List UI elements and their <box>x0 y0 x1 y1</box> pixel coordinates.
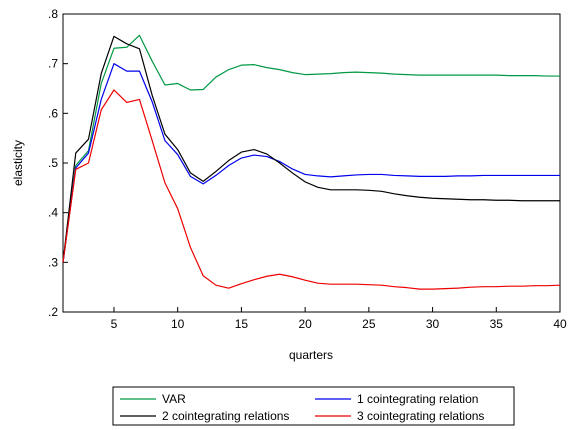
plot-frame <box>62 13 561 313</box>
y-tick-label: .7 <box>48 57 58 71</box>
x-tick-label: 25 <box>362 317 376 331</box>
x-axis-title: quarters <box>289 348 333 362</box>
y-tick-label: .5 <box>48 156 58 170</box>
series-line-1-cointegrating-relation <box>62 63 560 263</box>
y-tick-label: .4 <box>48 206 58 220</box>
series-lines <box>62 34 561 290</box>
y-tick-label: .2 <box>48 305 58 319</box>
series-line-var <box>62 34 560 263</box>
series-line-3-cointegrating-relations <box>62 89 561 290</box>
legend-box <box>112 386 515 426</box>
x-axis: 5 10 15 20 25 30 35 40 <box>111 307 567 331</box>
x-tick-label: 35 <box>490 317 504 331</box>
y-axis-title: elasticity <box>11 140 25 186</box>
y-tick-label: .6 <box>48 106 58 120</box>
legend-label-1-cointegrating-relation: 1 cointegrating relation <box>357 392 478 406</box>
y-axis: .2 .3 .4 .5 .6 .7 .8 <box>48 7 68 319</box>
x-tick-label: 15 <box>235 317 249 331</box>
legend-label-3-cointegrating-relations: 3 cointegrating relations <box>357 409 484 423</box>
series-line-2-cointegrating-relations <box>62 35 560 263</box>
x-tick-label: 30 <box>426 317 440 331</box>
x-tick-label: 40 <box>553 317 567 331</box>
y-tick-label: .3 <box>48 255 58 269</box>
x-tick-label: 10 <box>171 317 185 331</box>
x-tick-label: 20 <box>298 317 312 331</box>
y-tick-label: .8 <box>48 7 58 21</box>
legend-label-var: VAR <box>162 392 186 406</box>
legend-label-2-cointegrating-relations: 2 cointegrating relations <box>162 409 289 423</box>
legend: VAR 1 cointegrating relation 2 cointegrati… <box>120 392 484 423</box>
x-tick-label: 5 <box>111 317 118 331</box>
